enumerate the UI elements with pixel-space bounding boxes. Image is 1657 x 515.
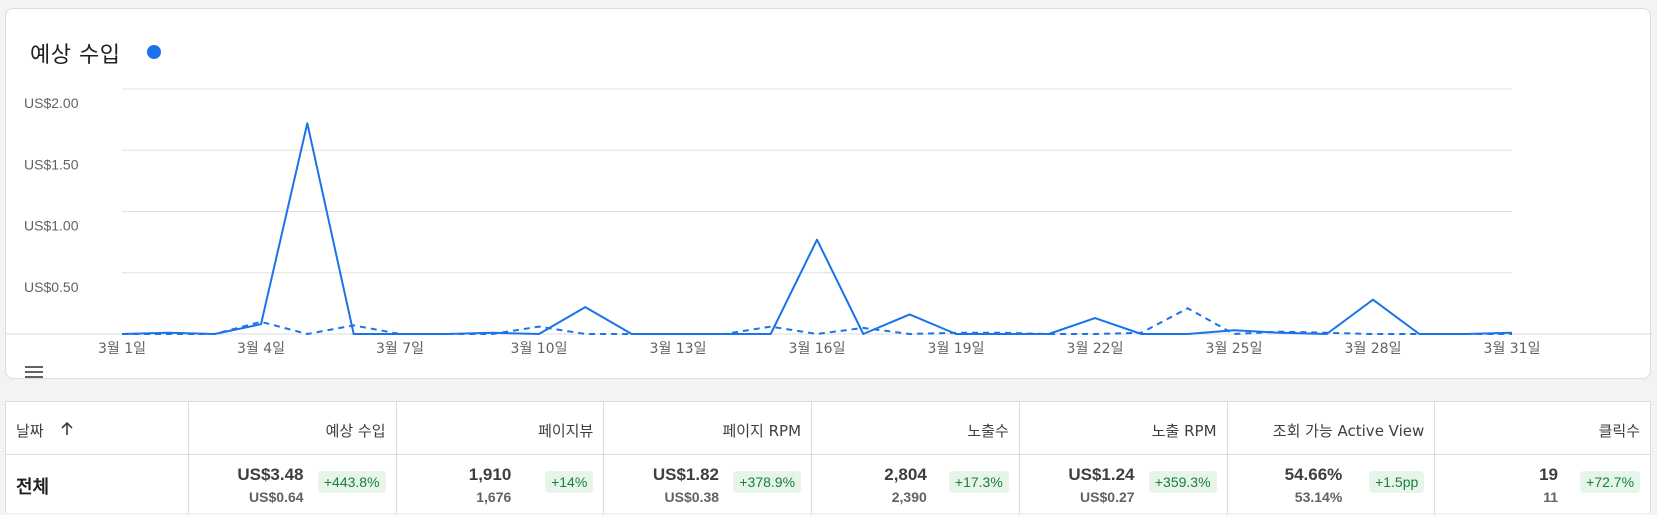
change-badge: +1.5pp [1369, 471, 1425, 493]
cell-pageviews: 1,910 1,676 +14% [397, 455, 605, 515]
x-tick-label: 3월 1일 [98, 341, 146, 357]
menu-icon[interactable] [25, 366, 43, 380]
value-previous: 11 [1543, 489, 1559, 505]
cell-impression-rpm: US$1.24 US$0.27 +359.3% [1020, 455, 1228, 515]
value-current: 54.66% [1284, 465, 1343, 484]
value-current: US$1.24 [1068, 465, 1135, 484]
y-tick-label: US$1.00 [24, 218, 79, 234]
value-current: 1,910 [468, 465, 512, 484]
header-pageviews[interactable]: 페이지뷰 [397, 402, 605, 454]
row-label-cell: 전체 [6, 455, 189, 515]
row-label: 전체 [16, 477, 50, 498]
header-date[interactable]: 날짜 [6, 402, 189, 454]
table-row: 전체 US$3.48 US$0.64 +443.8% 1,910 1,676 +… [6, 455, 1650, 515]
header-label: 노출 RPM [1151, 422, 1217, 440]
header-active-view[interactable]: 조회 가능 Active View [1228, 402, 1436, 454]
value-previous: 53.14% [1294, 489, 1343, 505]
header-clicks[interactable]: 클릭수 [1435, 402, 1650, 454]
header-page-rpm[interactable]: 페이지 RPM [604, 402, 813, 454]
table-header-row: 날짜 예상 수입 페이지뷰 페이지 RPM 노출수 노출 RPM 조회 가능 A… [6, 402, 1650, 455]
x-tick-label: 3월 19일 [928, 341, 985, 357]
change-badge: +443.8% [317, 471, 386, 493]
cell-impressions: 2,804 2,390 +17.3% [812, 455, 1020, 515]
value-current: 19 [1539, 465, 1559, 484]
series-dot-icon [147, 45, 161, 59]
x-tick-label: 3월 16일 [789, 341, 846, 357]
change-badge: +378.9% [733, 471, 802, 493]
value-previous: US$0.64 [249, 489, 304, 505]
value-previous: US$0.38 [664, 489, 720, 505]
y-tick-label: US$1.50 [24, 156, 79, 172]
change-badge: +72.7% [1580, 471, 1641, 493]
header-label: 조회 가능 Active View [1272, 422, 1425, 440]
header-label: 날짜 [16, 422, 44, 440]
x-tick-label: 3월 4일 [237, 341, 285, 357]
cell-earnings: US$3.48 US$0.64 +443.8% [189, 455, 397, 515]
comparison-series-line [122, 307, 1512, 335]
header-impressions[interactable]: 노출수 [812, 402, 1020, 454]
value-previous: 2,390 [891, 489, 927, 505]
value-current: US$1.82 [652, 465, 720, 484]
header-label: 페이지 RPM [722, 422, 802, 440]
x-tick-label: 3월 28일 [1345, 341, 1402, 357]
y-tick-label: US$2.00 [24, 95, 79, 111]
change-badge: +359.3% [1148, 471, 1217, 493]
value-current: 2,804 [884, 465, 927, 484]
header-label: 예상 수입 [325, 422, 386, 440]
value-previous: 1,676 [476, 489, 512, 505]
card-title: 예상 수입 [30, 43, 121, 68]
earnings-chart-card: 예상 수입 US$2.00 US$1.50 US$1.00 US$0.50 3월 1일 3… [5, 8, 1652, 380]
current-series-line [121, 122, 1513, 335]
header-impression-rpm[interactable]: 노출 RPM [1020, 402, 1228, 454]
x-tick-label: 3월 13일 [650, 341, 707, 357]
x-tick-label: 3월 22일 [1067, 341, 1124, 357]
arrow-up-icon[interactable] [59, 421, 75, 437]
header-label: 노출수 [967, 422, 1009, 440]
value-previous: US$0.27 [1080, 489, 1135, 505]
header-label: 페이지뷰 [538, 422, 594, 440]
earnings-line-chart: US$2.00 US$1.50 US$1.00 US$0.50 3월 1일 3월 4일 3월… [6, 88, 1652, 357]
y-tick-label: US$0.50 [24, 279, 79, 295]
header-label: 클릭수 [1598, 422, 1641, 440]
x-tick-label: 3월 25일 [1206, 341, 1263, 357]
cell-active-view: 54.66% 53.14% +1.5pp [1228, 455, 1436, 515]
header-earnings[interactable]: 예상 수입 [189, 402, 397, 454]
x-tick-label: 3월 31일 [1484, 341, 1541, 357]
x-tick-label: 3월 10일 [511, 341, 568, 357]
change-badge: +14% [545, 471, 594, 493]
x-tick-label: 3월 7일 [376, 341, 424, 357]
cell-page-rpm: US$1.82 US$0.38 +378.9% [604, 455, 813, 515]
value-current: US$3.48 [237, 465, 304, 484]
cell-clicks: 19 11 +72.7% [1435, 455, 1650, 515]
change-badge: +17.3% [948, 471, 1009, 493]
report-table: 날짜 예상 수입 페이지뷰 페이지 RPM 노출수 노출 RPM 조회 가능 A… [5, 401, 1651, 515]
